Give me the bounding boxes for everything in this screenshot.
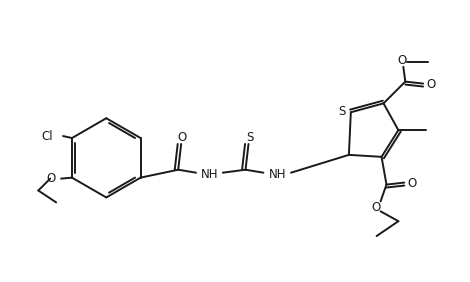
Text: O: O <box>426 78 436 91</box>
Text: O: O <box>398 54 407 67</box>
Text: S: S <box>246 131 253 144</box>
Text: O: O <box>407 177 417 190</box>
Text: NH: NH <box>268 168 286 181</box>
Text: O: O <box>46 172 55 185</box>
Text: Cl: Cl <box>41 129 53 142</box>
Text: NH: NH <box>201 168 219 181</box>
Text: O: O <box>371 201 380 214</box>
Text: O: O <box>178 131 187 144</box>
Text: S: S <box>338 105 346 118</box>
